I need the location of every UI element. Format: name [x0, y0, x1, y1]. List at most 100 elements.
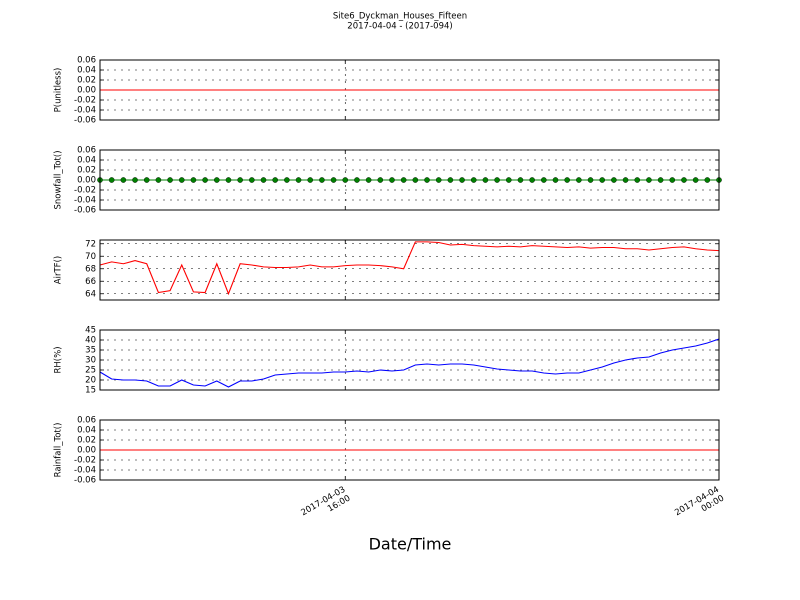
marker [365, 177, 372, 183]
marker [213, 177, 220, 183]
y-tick-label: 0.04 [77, 156, 96, 166]
chart-subtitle: 2017-04-04 - (2017-094) [347, 22, 452, 32]
y-tick-label: 25 [85, 366, 96, 376]
y-axis-label: AirTF() [54, 256, 64, 284]
marker [564, 177, 570, 183]
marker [178, 177, 185, 183]
marker [330, 177, 337, 183]
marker [319, 177, 325, 183]
y-tick-label: -0.06 [74, 116, 96, 126]
y-tick-label: 15 [85, 386, 96, 396]
y-axis-label: Snowfall_Tot() [54, 150, 64, 209]
y-tick-label: 20 [85, 376, 96, 386]
y-tick-label: 0.04 [77, 426, 96, 436]
marker [260, 177, 267, 183]
series-line [99, 338, 720, 388]
marker [576, 177, 582, 183]
marker [155, 177, 162, 183]
marker [494, 177, 500, 183]
marker [541, 177, 547, 183]
y-tick-label: 64 [85, 289, 96, 299]
axes-frame [99, 149, 720, 211]
y-tick-label: -0.02 [74, 96, 96, 106]
marker [307, 177, 314, 183]
y-tick-label: 30 [85, 356, 96, 366]
marker [377, 177, 384, 183]
y-tick-label: 0.06 [77, 56, 96, 66]
marker [120, 177, 127, 183]
marker [295, 177, 302, 183]
marker [237, 177, 243, 183]
marker [517, 177, 524, 183]
y-tick-label: 0.02 [77, 436, 96, 446]
marker [412, 177, 419, 183]
marker [587, 177, 594, 183]
y-tick-label: 0.00 [77, 176, 96, 186]
y-axis-label: Rainfall_Tot() [54, 423, 64, 478]
y-tick-label: 0.00 [77, 446, 96, 456]
y-axis-label: RH(%) [54, 346, 64, 373]
marker [354, 177, 360, 183]
marker [284, 177, 290, 183]
marker [190, 177, 197, 183]
y-tick-label: 0.06 [77, 146, 96, 156]
y-tick-label: 0.04 [77, 66, 96, 76]
y-tick-label: 45 [85, 326, 96, 336]
marker [470, 177, 477, 183]
marker [669, 177, 676, 183]
marker [167, 177, 173, 183]
marker [225, 177, 232, 183]
marker [143, 177, 150, 183]
marker [459, 177, 465, 183]
marker [552, 177, 559, 183]
marker [389, 177, 395, 183]
y-tick-label: 66 [85, 277, 96, 287]
chart-title: Site6_Dyckman_Houses_Fifteen [333, 12, 467, 22]
y-tick-label: 70 [85, 252, 96, 262]
marker [505, 177, 512, 183]
y-tick-label: 0.06 [77, 416, 96, 426]
marker [529, 177, 535, 183]
y-tick-label: 72 [85, 239, 96, 249]
marker [611, 177, 617, 183]
marker [424, 177, 430, 183]
marker [657, 177, 664, 183]
marker [249, 177, 255, 183]
marker [681, 177, 687, 183]
marker [108, 177, 115, 183]
y-tick-label: -0.04 [74, 466, 96, 476]
marker [400, 177, 407, 183]
x-tick-label: 2017-04-0316:00 [299, 484, 352, 526]
marker [599, 177, 606, 183]
y-tick-label: -0.04 [74, 196, 96, 206]
y-tick-label: -0.02 [74, 186, 96, 196]
marker [646, 177, 652, 183]
axes-frame [99, 419, 720, 481]
axes-frame [99, 239, 720, 301]
marker [342, 177, 349, 183]
y-tick-label: -0.06 [74, 476, 96, 486]
axes-frame [99, 59, 720, 121]
y-tick-label: 68 [85, 264, 96, 274]
y-tick-label: 40 [85, 336, 96, 346]
y-tick-label: -0.06 [74, 206, 96, 216]
y-tick-label: -0.04 [74, 106, 96, 116]
marker [202, 177, 208, 183]
y-tick-label: 0.00 [77, 86, 96, 96]
series-line [99, 241, 720, 296]
marker [132, 177, 138, 183]
marker [704, 177, 711, 183]
y-tick-label: 35 [85, 346, 96, 356]
axes-frame [99, 329, 720, 391]
marker [272, 177, 278, 183]
marker [447, 177, 454, 183]
marker [634, 177, 641, 183]
marker [435, 177, 442, 183]
x-axis-label: Date/Time [369, 535, 452, 554]
y-tick-label: -0.02 [74, 456, 96, 466]
x-tick-label: 2017-04-0400:00 [673, 484, 726, 526]
y-tick-label: 0.02 [77, 166, 96, 176]
marker [622, 177, 629, 183]
y-axis-label: P(unitless) [54, 68, 64, 113]
